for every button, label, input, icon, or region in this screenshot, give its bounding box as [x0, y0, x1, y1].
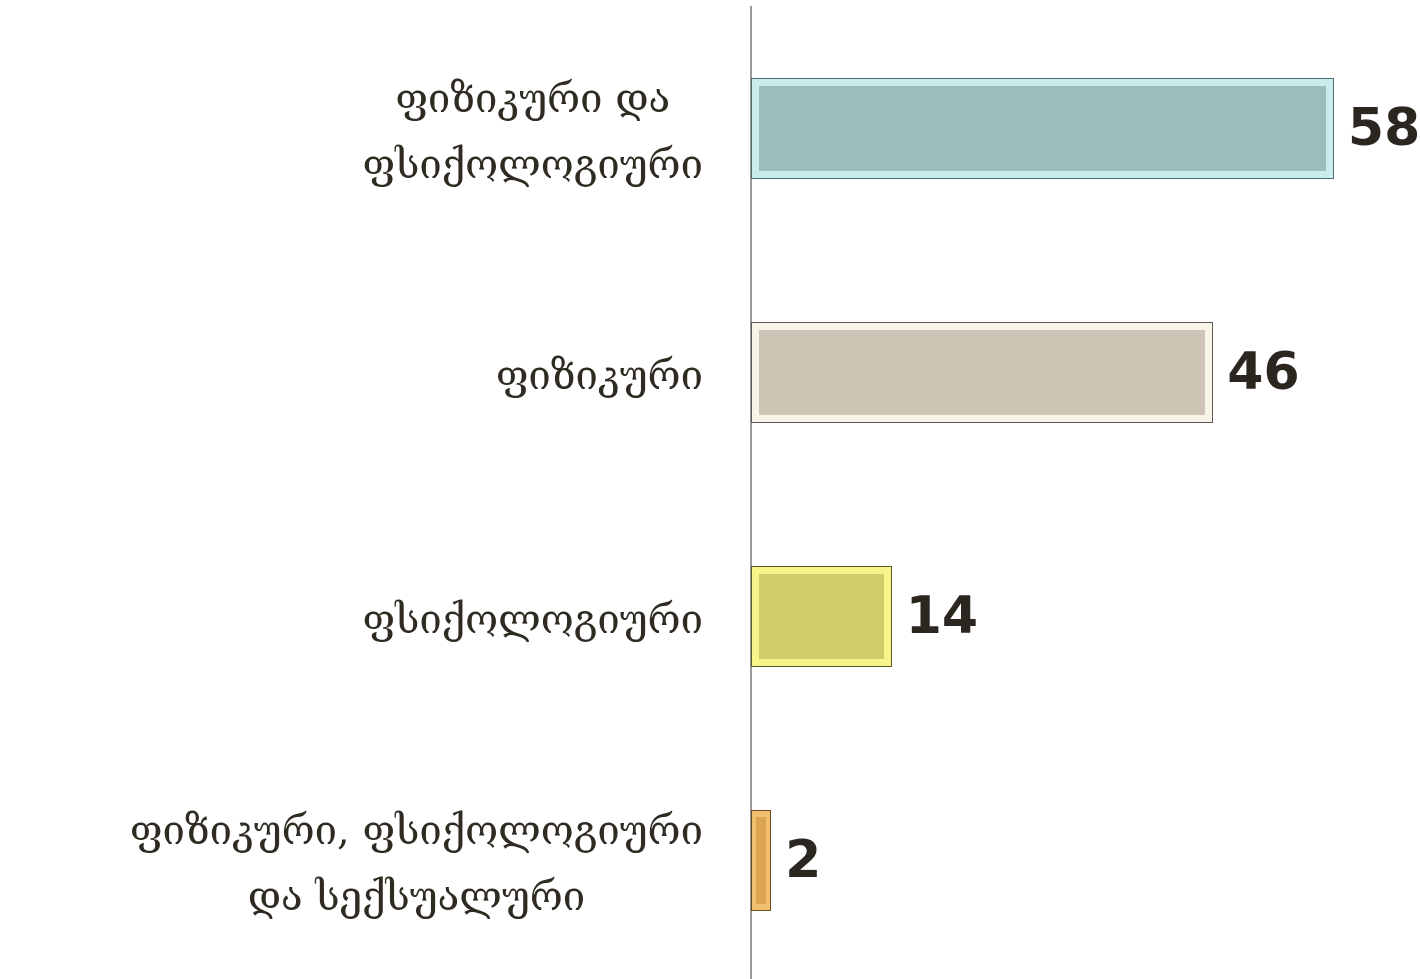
category-label-3: ფსიქოლოგიური — [362, 597, 703, 643]
bar-3 — [751, 565, 892, 667]
bar-1 — [751, 77, 1334, 179]
bar-fill-3 — [759, 573, 884, 659]
data-label-4: 2 — [785, 830, 822, 890]
data-label-2: 46 — [1227, 342, 1300, 402]
bar-fill-1 — [759, 85, 1326, 171]
bar-fill-4 — [756, 816, 767, 904]
bar-2 — [751, 321, 1214, 423]
data-label-1: 58 — [1347, 98, 1420, 158]
bar-fill-2 — [759, 329, 1206, 415]
data-label-3: 14 — [905, 586, 979, 646]
bar-4 — [751, 809, 772, 911]
category-label-2: ფიზიკური — [495, 353, 703, 399]
category-axis-line — [750, 6, 752, 979]
category-label-4: ფიზიკური, ფსიქოლოგიური და სექსუალური — [129, 808, 703, 920]
category-label-1: ფიზიკური და ფსიქოლოგიური — [362, 76, 703, 188]
